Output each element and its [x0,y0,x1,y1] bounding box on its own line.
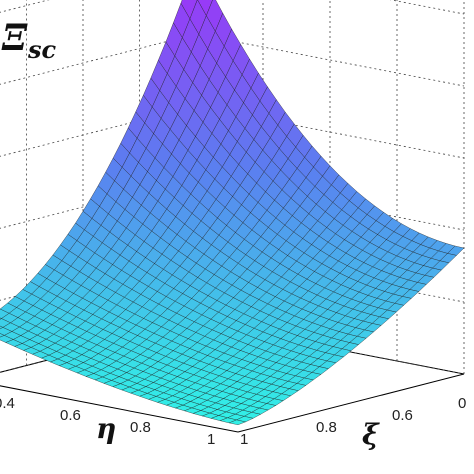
tick-labels: 0.4 0.6 0.8 1 1 0.8 0.6 0 [0,395,466,448]
z-gridline [0,0,465,15]
xi-tick-1: 1 [240,431,248,448]
xi-axis-label: ξ [362,418,380,451]
surface-mesh [0,0,465,425]
z-gridline [0,33,465,87]
surface-cell [0,333,5,338]
eta-tick-0.6: 0.6 [60,407,81,424]
eta-tick-0.4: 0.4 [0,395,15,412]
eta-axis-label: η [96,412,116,445]
axis-labels: Ξ sc η ξ [1,17,380,451]
surface-cell [228,419,247,425]
eta-tick-1: 1 [207,431,215,448]
eta-tick-0.8: 0.8 [130,419,151,436]
z-axis-symbol: Ξ [1,17,28,59]
xi-tick-0.8: 0.8 [316,419,337,436]
eta-axis-line [0,385,239,433]
xi-axis-line [237,373,465,433]
xi-tick-0.6: 0.6 [392,407,413,424]
z-axis-subscript: sc [27,35,57,64]
surface-cell [0,325,4,330]
z-gridline [0,321,465,375]
xi-tick-0: 0 [458,395,466,412]
z-gridline [0,105,465,159]
